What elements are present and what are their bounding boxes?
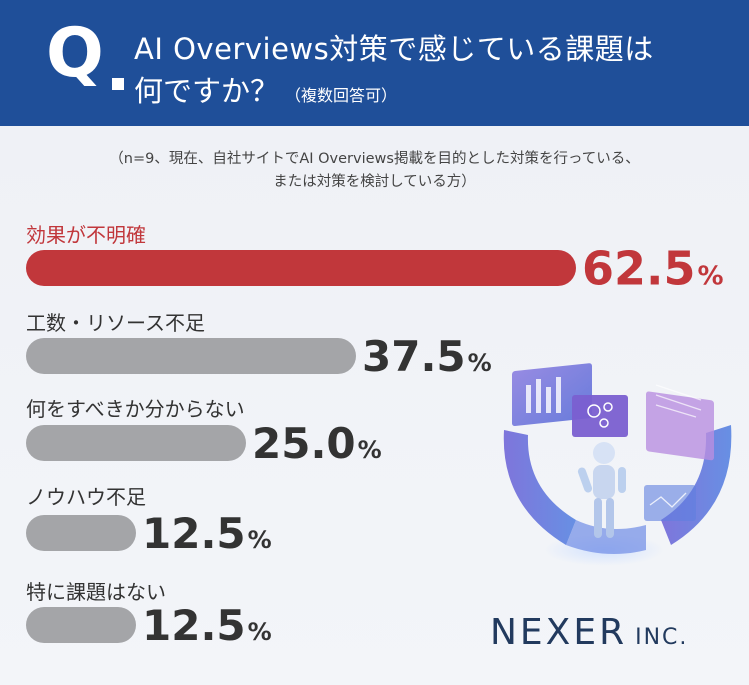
value-unit: %	[248, 618, 272, 646]
bar	[26, 607, 136, 643]
question-text: 何ですか？	[134, 74, 280, 108]
value-label: 12.5%	[142, 509, 272, 558]
category-label: 特に課題はない	[26, 580, 166, 604]
value-unit: %	[468, 349, 492, 377]
note-line2: または対策を検討している方）	[273, 174, 476, 190]
category-label: 工数・リソース不足	[26, 311, 205, 335]
question-line1: AI Overviews対策で感じている課題は	[134, 32, 654, 66]
bar	[26, 250, 576, 286]
question-note: （複数回答可）	[285, 86, 398, 105]
category-label: ノウハウ不足	[26, 485, 146, 509]
value-unit: %	[358, 436, 382, 464]
bar	[26, 515, 136, 551]
value-unit: %	[698, 262, 724, 292]
bar	[26, 338, 356, 374]
q-mark: Q	[46, 14, 104, 93]
bar	[26, 425, 246, 461]
q-dot-shape	[112, 78, 124, 90]
value-label: 62.5%	[582, 242, 724, 296]
sample-note: （n=9、現在、自社サイトでAI Overviews掲載を目的とした対策を行って…	[0, 148, 749, 194]
value-label: 12.5%	[142, 601, 272, 650]
value-unit: %	[248, 526, 272, 554]
note-line1: （n=9、現在、自社サイトでAI Overviews掲載を目的とした対策を行って…	[109, 151, 640, 167]
question-line2: 何ですか？ （複数回答可）	[134, 68, 397, 110]
nexer-logo: NEXER INC.	[490, 612, 688, 653]
ai-robot-illustration	[503, 363, 732, 566]
category-label: 効果が不明確	[26, 223, 146, 247]
logo-main-text: NEXER	[490, 612, 628, 653]
logo-sub-text: INC.	[635, 625, 689, 650]
question-header: Q AI Overviews対策で感じている課題は 何ですか？ （複数回答可）	[0, 0, 749, 126]
value-label: 37.5%	[362, 332, 492, 381]
category-label: 何をすべきか分からない	[26, 397, 245, 421]
value-label: 25.0%	[252, 419, 382, 468]
